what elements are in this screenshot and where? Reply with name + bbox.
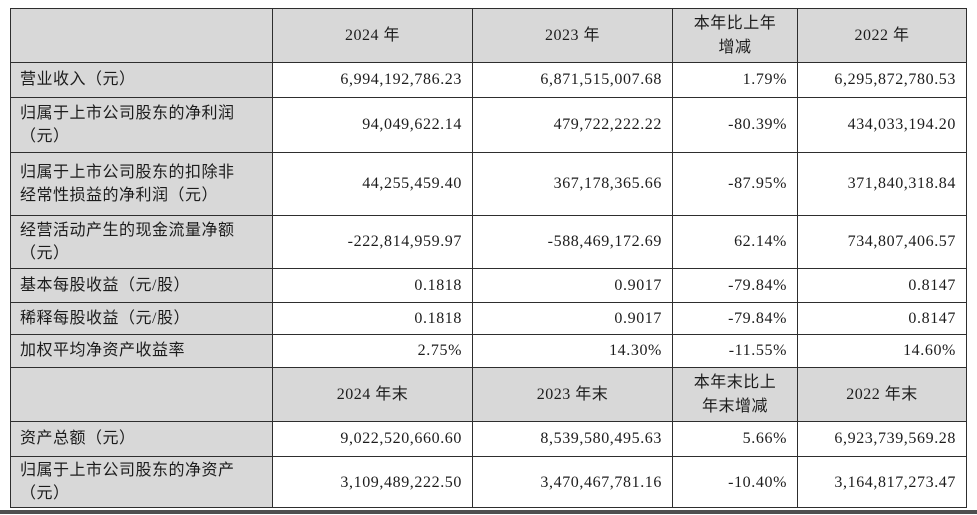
row-revenue: 营业收入（元） 6,994,192,786.23 6,871,515,007.6… [10,62,967,98]
value-2023-cell: 0.9017 [472,268,673,303]
value-2022-cell: 3,164,817,273.47 [797,455,967,509]
row-basic-eps: 基本每股收益（元/股） 0.1818 0.9017 -79.84% 0.8147 [10,268,967,303]
value-change-cell: 1.79% [672,62,798,98]
value-2023-cell: 3,470,467,781.16 [472,455,673,509]
value-2022-cell: 6,923,739,569.28 [797,421,967,457]
row-label-cell: 资产总额（元） [10,421,273,457]
value-2024-cell: 3,109,489,222.50 [272,455,473,509]
value-change-cell: 62.14% [672,215,798,269]
value-2023-cell: 6,871,515,007.68 [472,62,673,98]
row-label-cell: 稀释每股收益（元/股） [10,302,273,335]
value-2022-cell: 734,807,406.57 [797,215,967,269]
page-bottom-rule [0,510,977,515]
header-row-yearend: 2024 年末 2023 年末 本年末比上 年末增减 2022 年末 [10,367,967,422]
header-2022: 2022 年 [797,8,967,63]
corner-empty-cell [10,367,273,422]
value-2022-cell: 0.8147 [797,302,967,335]
value-change-cell: -11.55% [672,334,798,368]
value-2024-cell: 0.1818 [272,302,473,335]
row-label-cell: 加权平均净资产收益率 [10,334,273,368]
value-2023-cell: 367,178,365.66 [472,152,673,216]
header-2024-yearend: 2024 年末 [272,367,473,422]
header-2023: 2023 年 [472,8,673,63]
row-total-assets: 资产总额（元） 9,022,520,660.60 8,539,580,495.6… [10,421,967,457]
value-2023-cell: 8,539,580,495.63 [472,421,673,457]
financial-summary-table: 2024 年 2023 年 本年比上年 增减 2022 年 营业收入（元） 6,… [10,8,967,509]
value-2024-cell: -222,814,959.97 [272,215,473,269]
row-label-cell: 归属于上市公司股东的扣除非 经常性损益的净利润（元） [10,152,273,216]
value-2024-cell: 94,049,622.14 [272,97,473,153]
row-operating-cash-flow: 经营活动产生的现金流量净额 （元） -222,814,959.97 -588,4… [10,215,967,269]
row-label-cell: 基本每股收益（元/股） [10,268,273,303]
row-weighted-roe: 加权平均净资产收益率 2.75% 14.30% -11.55% 14.60% [10,334,967,368]
row-label-cell: 归属于上市公司股东的净利润 （元） [10,97,273,153]
corner-empty-cell [10,8,273,63]
value-2023-cell: 14.30% [472,334,673,368]
value-2024-cell: 0.1818 [272,268,473,303]
row-label-cell: 归属于上市公司股东的净资产 （元） [10,455,273,509]
value-2022-cell: 6,295,872,780.53 [797,62,967,98]
header-2022-yearend: 2022 年末 [797,367,967,422]
value-change-cell: -80.39% [672,97,798,153]
value-2024-cell: 2.75% [272,334,473,368]
value-2022-cell: 371,840,318.84 [797,152,967,216]
value-change-cell: -10.40% [672,455,798,509]
value-2023-cell: 479,722,222.22 [472,97,673,153]
header-yoy-change: 本年比上年 增减 [672,8,798,63]
row-label-cell: 经营活动产生的现金流量净额 （元） [10,215,273,269]
header-row-annual: 2024 年 2023 年 本年比上年 增减 2022 年 [10,8,967,63]
value-2022-cell: 434,033,194.20 [797,97,967,153]
value-change-cell: 5.66% [672,421,798,457]
header-2024: 2024 年 [272,8,473,63]
value-2024-cell: 9,022,520,660.60 [272,421,473,457]
header-2023-yearend: 2023 年末 [472,367,673,422]
row-net-assets: 归属于上市公司股东的净资产 （元） 3,109,489,222.50 3,470… [10,455,967,509]
value-2022-cell: 0.8147 [797,268,967,303]
value-2022-cell: 14.60% [797,334,967,368]
row-label-cell: 营业收入（元） [10,62,273,98]
value-change-cell: -79.84% [672,268,798,303]
value-2023-cell: -588,469,172.69 [472,215,673,269]
value-change-cell: -79.84% [672,302,798,335]
row-diluted-eps: 稀释每股收益（元/股） 0.1818 0.9017 -79.84% 0.8147 [10,302,967,335]
value-2024-cell: 6,994,192,786.23 [272,62,473,98]
row-net-profit: 归属于上市公司股东的净利润 （元） 94,049,622.14 479,722,… [10,97,967,153]
value-2024-cell: 44,255,459.40 [272,152,473,216]
value-change-cell: -87.95% [672,152,798,216]
row-net-profit-excl-nonrecurring: 归属于上市公司股东的扣除非 经常性损益的净利润（元） 44,255,459.40… [10,152,967,216]
header-yearend-change: 本年末比上 年末增减 [672,367,798,422]
value-2023-cell: 0.9017 [472,302,673,335]
